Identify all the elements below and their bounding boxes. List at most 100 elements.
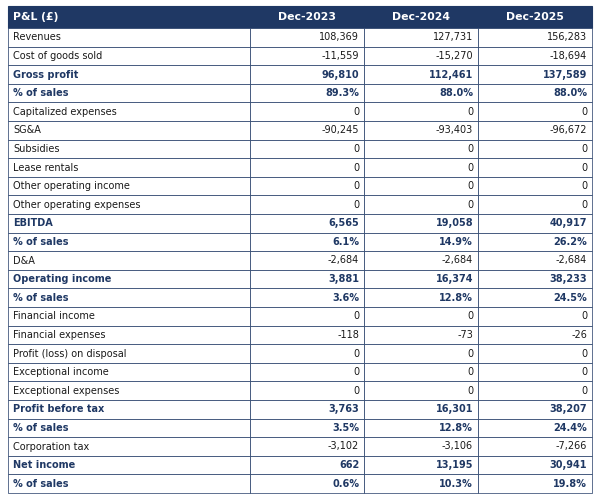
Bar (250, 177, 364, 196)
Text: 0: 0 (353, 311, 359, 321)
Bar (250, 270, 364, 288)
Text: D&A: D&A (13, 255, 35, 265)
Bar (8, 475, 250, 493)
Text: 89.3%: 89.3% (325, 88, 359, 98)
Text: 0: 0 (467, 200, 473, 210)
Bar (8, 158, 250, 177)
Bar (478, 456, 592, 475)
Text: 13,195: 13,195 (436, 460, 473, 470)
Bar (364, 326, 478, 344)
Bar (478, 177, 592, 196)
Bar (8, 233, 250, 251)
Text: 0: 0 (353, 107, 359, 117)
Text: 0: 0 (353, 386, 359, 396)
Text: -3,106: -3,106 (442, 442, 473, 452)
Text: EBITDA: EBITDA (13, 218, 53, 229)
Text: 16,301: 16,301 (436, 404, 473, 414)
Text: 0: 0 (581, 181, 587, 191)
Bar (250, 196, 364, 214)
Bar (478, 196, 592, 214)
Bar (250, 344, 364, 363)
Bar (364, 475, 478, 493)
Bar (8, 46, 250, 65)
Text: % of sales: % of sales (13, 423, 68, 433)
Bar (478, 233, 592, 251)
Text: 108,369: 108,369 (319, 32, 359, 42)
Bar (478, 158, 592, 177)
Bar (250, 288, 364, 307)
Text: 0: 0 (581, 200, 587, 210)
Bar (478, 363, 592, 381)
Text: Operating income: Operating income (13, 274, 112, 284)
Bar (8, 251, 250, 270)
Text: 14.9%: 14.9% (439, 237, 473, 247)
Text: SG&A: SG&A (13, 125, 41, 135)
Text: % of sales: % of sales (13, 237, 68, 247)
Text: 0: 0 (581, 386, 587, 396)
Text: Dec-2023: Dec-2023 (278, 12, 337, 22)
Bar (8, 456, 250, 475)
Text: 0: 0 (467, 311, 473, 321)
Bar (250, 46, 364, 65)
Bar (478, 140, 592, 158)
Bar (8, 102, 250, 121)
Bar (364, 6, 478, 28)
Text: -118: -118 (337, 330, 359, 340)
Bar (364, 84, 478, 102)
Bar (478, 121, 592, 140)
Bar (478, 251, 592, 270)
Bar (250, 214, 364, 233)
Text: 0: 0 (467, 348, 473, 358)
Text: 40,917: 40,917 (550, 218, 587, 229)
Bar (8, 419, 250, 437)
Bar (364, 437, 478, 456)
Bar (364, 307, 478, 326)
Bar (478, 400, 592, 419)
Bar (250, 400, 364, 419)
Text: 156,283: 156,283 (547, 32, 587, 42)
Text: Capitalized expenses: Capitalized expenses (13, 107, 117, 117)
Text: Dec-2024: Dec-2024 (392, 12, 450, 22)
Text: 0: 0 (467, 144, 473, 154)
Bar (364, 251, 478, 270)
Bar (364, 102, 478, 121)
Bar (8, 381, 250, 400)
Text: Revenues: Revenues (13, 32, 61, 42)
Text: 88.0%: 88.0% (553, 88, 587, 98)
Bar (364, 28, 478, 46)
Bar (478, 326, 592, 344)
Bar (364, 270, 478, 288)
Text: Financial income: Financial income (13, 311, 95, 321)
Text: Financial expenses: Financial expenses (13, 330, 106, 340)
Text: 0: 0 (581, 367, 587, 377)
Bar (250, 326, 364, 344)
Bar (364, 140, 478, 158)
Text: 19.8%: 19.8% (553, 479, 587, 489)
Bar (250, 307, 364, 326)
Bar (250, 381, 364, 400)
Bar (364, 419, 478, 437)
Text: % of sales: % of sales (13, 479, 68, 489)
Text: Gross profit: Gross profit (13, 69, 79, 79)
Text: 0: 0 (467, 107, 473, 117)
Bar (8, 437, 250, 456)
Text: Exceptional income: Exceptional income (13, 367, 109, 377)
Text: 88.0%: 88.0% (439, 88, 473, 98)
Text: 0: 0 (353, 367, 359, 377)
Bar (478, 437, 592, 456)
Text: 3,763: 3,763 (328, 404, 359, 414)
Text: 127,731: 127,731 (433, 32, 473, 42)
Bar (250, 84, 364, 102)
Bar (250, 158, 364, 177)
Bar (8, 121, 250, 140)
Bar (478, 288, 592, 307)
Text: Exceptional expenses: Exceptional expenses (13, 386, 119, 396)
Bar (478, 65, 592, 84)
Text: 38,233: 38,233 (550, 274, 587, 284)
Bar (478, 46, 592, 65)
Text: -2,684: -2,684 (442, 255, 473, 265)
Bar (8, 214, 250, 233)
Text: Lease rentals: Lease rentals (13, 163, 79, 173)
Text: 0: 0 (581, 144, 587, 154)
Bar (250, 28, 364, 46)
